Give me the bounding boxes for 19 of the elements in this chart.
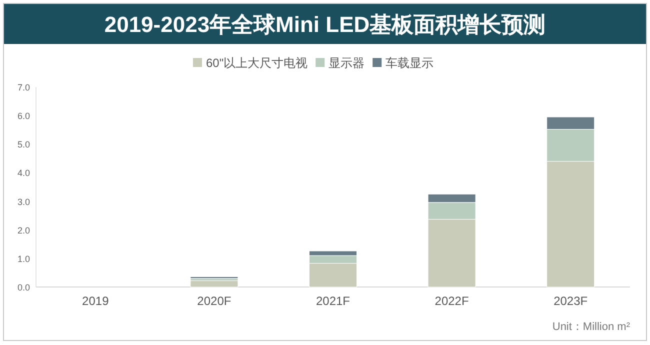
y-tick-label: 2.0 [17,225,30,236]
x-tick-label: 2022F [434,294,469,308]
x-tick-label: 2019 [82,294,110,308]
x-tick-label: 2023F [554,294,588,308]
y-tick-label: 7.0 [17,82,30,92]
y-tick-label: 5.0 [17,140,30,150]
y-tick-label: 6.0 [17,111,30,122]
x-tick-label: 2021F [316,294,350,308]
x-tick-label: 2020F [197,294,232,308]
y-tick-label: 4.0 [17,168,30,178]
bar [190,280,238,288]
text: Unit：Million m² [552,321,630,333]
legend-label: 60"以上大尺寸电视 [206,56,308,70]
y-tick-label: 0.0 [17,282,30,292]
title: 2019-2023年全球Mini LED基板面积增长预测 [104,12,546,37]
legend-label: 车载显示 [386,56,434,70]
legend-label: 显示器 [328,56,365,70]
y-tick-label: 3.0 [17,196,30,207]
y-tick-label: 1.0 [17,254,30,264]
